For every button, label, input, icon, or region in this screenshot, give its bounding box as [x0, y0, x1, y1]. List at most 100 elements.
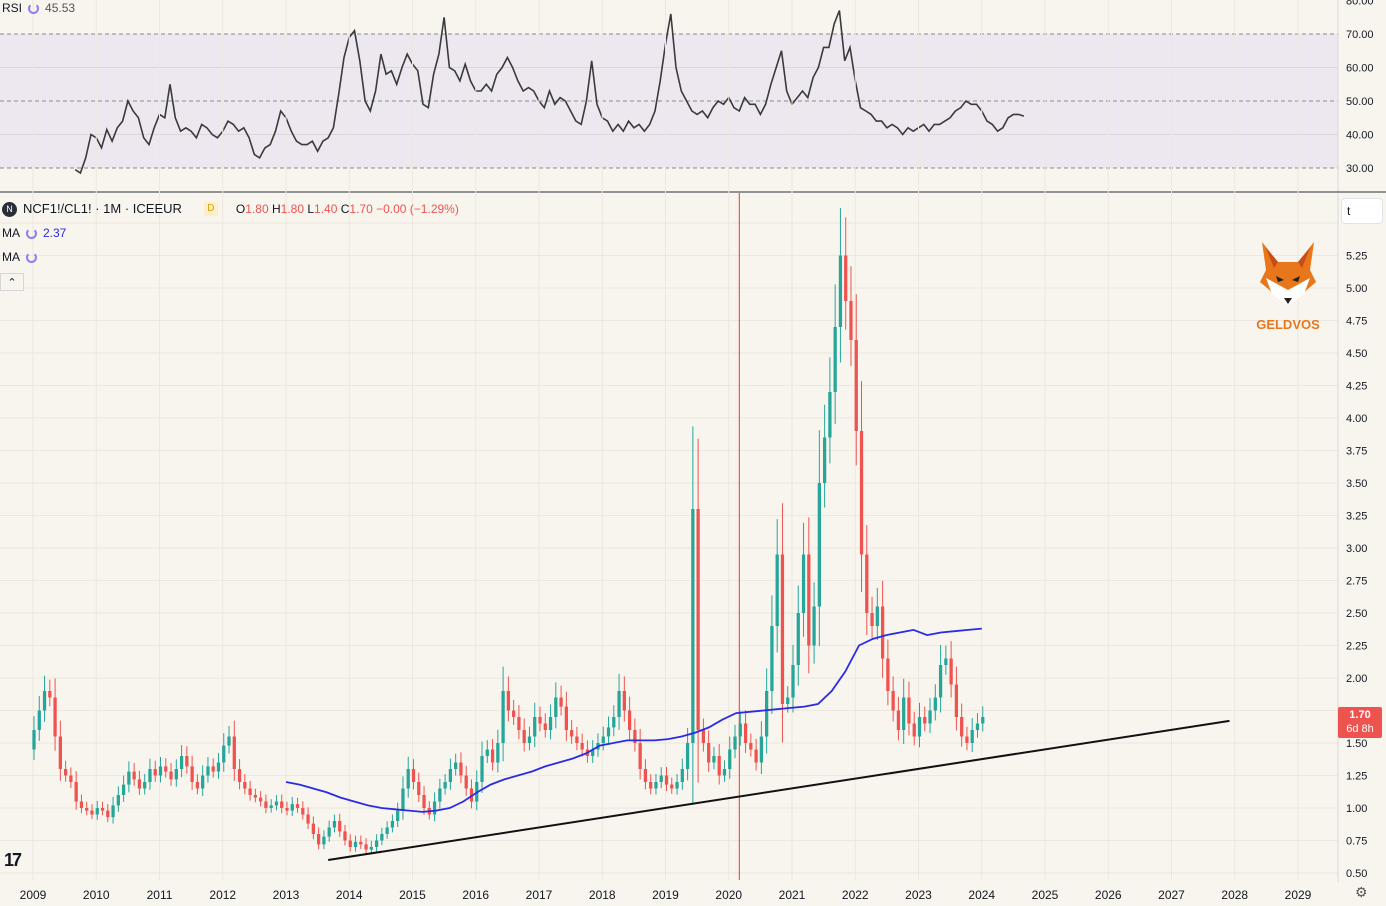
candle-body: [327, 827, 331, 837]
candle-body: [343, 831, 347, 841]
ma2-legend: MA: [2, 249, 37, 265]
candle-body: [575, 736, 579, 743]
candle-body: [158, 766, 163, 776]
candle-body: [295, 804, 300, 808]
candle-body: [248, 788, 252, 795]
candle-body: [738, 723, 742, 737]
candle-body: [153, 769, 157, 776]
candle-body: [74, 782, 78, 802]
candle-body: [780, 554, 785, 704]
price-tick-label: 4.50: [1346, 348, 1367, 360]
ma2-label: MA: [2, 250, 20, 264]
candle-body: [975, 723, 980, 730]
candle-body: [548, 717, 553, 730]
candle-body: [569, 730, 574, 737]
candle-body: [232, 736, 236, 769]
candle-body: [174, 769, 178, 780]
delayed-badge[interactable]: D: [203, 202, 218, 216]
candle-body: [401, 788, 405, 811]
candle-body: [775, 554, 779, 626]
candle-body: [691, 509, 695, 743]
price-tick-label: 5.25: [1346, 251, 1367, 263]
symbol-search-input[interactable]: t: [1341, 198, 1383, 224]
candle-body: [633, 730, 637, 743]
candle-body: [717, 756, 721, 776]
price-tick-label: 2.75: [1346, 576, 1367, 588]
candle-body: [359, 841, 363, 845]
candle-body: [243, 782, 247, 789]
refresh-icon[interactable]: [26, 227, 37, 239]
x-tick-label: 2028: [1221, 888, 1248, 902]
candle-body: [79, 801, 84, 808]
candle-body: [380, 834, 384, 841]
rsi-legend: RSI 45.53: [2, 0, 75, 16]
candle-body: [844, 255, 848, 301]
candle-body: [454, 762, 458, 769]
candle-body: [90, 810, 94, 815]
close-value: 1.70: [349, 202, 373, 216]
candle-body: [828, 392, 832, 438]
candle-body: [353, 841, 358, 847]
bar-countdown: 6d 8h: [1346, 723, 1374, 735]
price-tick-label: 0.75: [1346, 836, 1367, 848]
candle-body: [137, 779, 142, 789]
candle-body: [116, 795, 120, 806]
rsi-panel: 80.00 70.00 60.00 50.00 40.00 30.00: [0, 0, 1374, 192]
price-tick-label: 4.25: [1346, 381, 1367, 393]
candle-body: [237, 769, 242, 782]
candle-body: [459, 762, 463, 776]
candle-body: [143, 782, 147, 789]
candle-body: [95, 808, 99, 815]
candle-body: [670, 784, 674, 789]
open-value: 1.80: [245, 202, 269, 216]
candle-body: [179, 756, 184, 769]
candle-body: [907, 697, 911, 724]
symbol-title[interactable]: NCF1!/CL1! · 1M · ICEEUR: [23, 201, 182, 216]
candle-body: [385, 827, 389, 834]
brand-logo: GELDVOS: [1254, 240, 1322, 332]
x-tick-label: 2029: [1285, 888, 1312, 902]
candle-body: [522, 730, 526, 743]
tradingview-logo[interactable]: 17: [4, 850, 22, 870]
candle-body: [164, 766, 168, 772]
chevron-up-icon[interactable]: ⌃: [0, 273, 24, 291]
rsi-label: RSI: [2, 1, 23, 15]
candle-body: [796, 613, 800, 665]
candle-body: [812, 606, 816, 646]
candle-body: [464, 775, 468, 789]
candle-body: [264, 801, 268, 808]
refresh-icon[interactable]: [26, 251, 37, 263]
candle-body: [438, 788, 442, 802]
candle-body: [390, 821, 395, 828]
x-tick-label: 2011: [147, 888, 173, 902]
x-tick-label: 2026: [1095, 888, 1122, 902]
x-tick-label: 2019: [652, 888, 679, 902]
price-tick-label: 3.50: [1346, 478, 1367, 490]
candle-body: [601, 736, 605, 743]
candle-body: [311, 823, 315, 834]
x-tick-label: 2021: [779, 888, 806, 902]
price-tick-label: 0.50: [1346, 868, 1367, 880]
price-tick-label: 4.75: [1346, 316, 1367, 328]
candle-body: [896, 710, 901, 730]
candle-body: [912, 723, 916, 737]
candle-body: [886, 658, 890, 691]
candle-body: [696, 509, 700, 730]
candle-body: [880, 606, 885, 659]
candle-body: [443, 782, 447, 789]
price-tick-label: 2.50: [1346, 608, 1367, 620]
gear-icon[interactable]: ⚙: [1355, 884, 1368, 900]
last-price: 1.70: [1349, 709, 1371, 721]
candle-body: [944, 658, 948, 665]
x-tick-label: 2020: [715, 888, 742, 902]
last-price-tag: 1.70 6d 8h: [1338, 707, 1382, 738]
candle-body: [786, 697, 790, 704]
low-value: 1.40: [314, 202, 338, 216]
ohlc-readout: O1.80 H1.80 L1.40 C1.70 −0.00 (−1.29%): [235, 202, 459, 216]
candle-body: [527, 736, 532, 743]
refresh-icon[interactable]: [28, 2, 40, 14]
candle-body: [227, 736, 231, 746]
candle-body: [517, 717, 521, 730]
candle-body: [754, 749, 758, 763]
